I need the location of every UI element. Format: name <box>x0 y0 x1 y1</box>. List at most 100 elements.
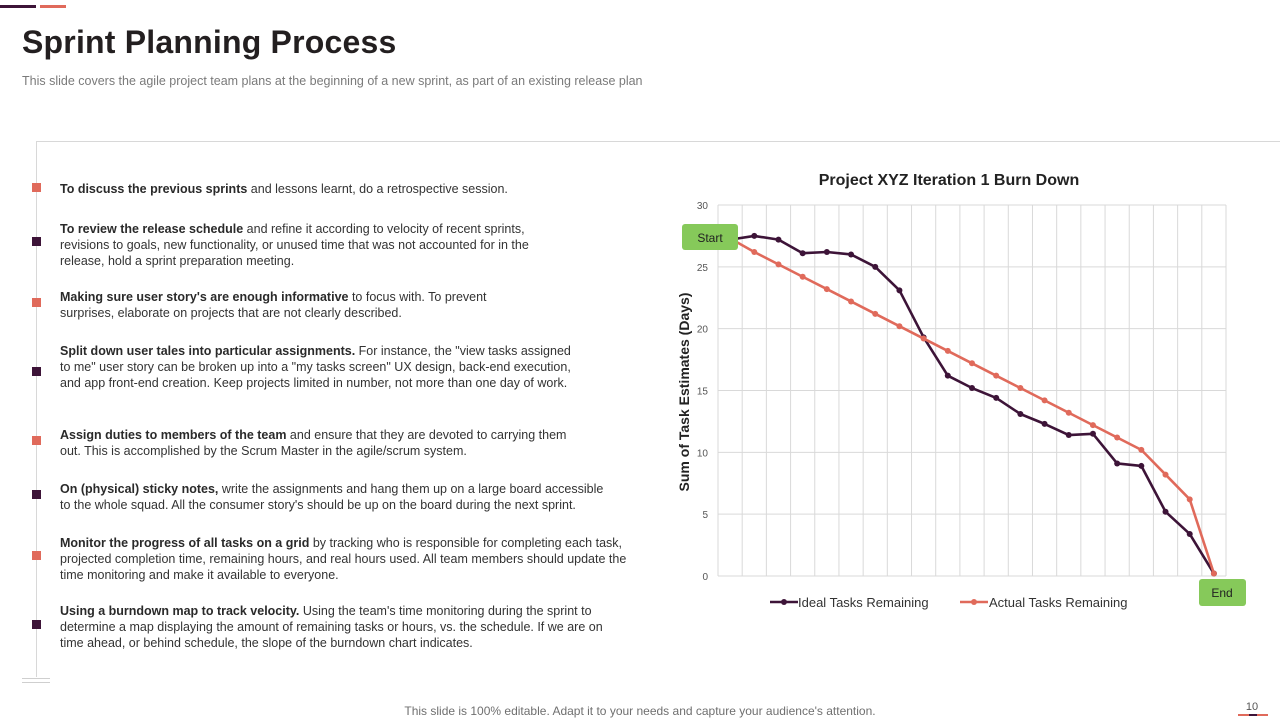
data-point-actual <box>872 310 879 317</box>
point-text: To discuss the previous sprints and less… <box>60 181 580 197</box>
data-point-actual <box>751 248 758 255</box>
data-point-ideal <box>751 232 758 239</box>
point-bold: Assign duties to members of the team <box>60 428 287 442</box>
legend-marker-actual <box>971 599 977 605</box>
point-text: Using a burndown map to track velocity. … <box>60 603 628 651</box>
series-line-ideal <box>728 234 1216 575</box>
y-tick-label: 20 <box>697 325 709 336</box>
frame-foot-line <box>22 678 50 679</box>
data-point-ideal <box>775 236 782 243</box>
end-badge-box <box>1199 579 1246 606</box>
data-point-actual <box>1210 570 1217 577</box>
point-rest: to focus with. To prevent surprises, ela… <box>60 290 487 320</box>
bullet-square <box>32 237 41 246</box>
point-text: On (physical) sticky notes, write the as… <box>60 481 615 513</box>
data-point-actual <box>1017 385 1024 392</box>
legend-marker-ideal <box>781 599 787 605</box>
data-point-ideal <box>848 251 855 258</box>
data-point-ideal <box>969 385 975 392</box>
data-point-actual <box>823 286 830 293</box>
data-point-actual <box>896 323 903 330</box>
point-bold: To review the release schedule <box>60 222 244 236</box>
chart-legend: Ideal Tasks Remaining Actual Tasks Remai… <box>770 595 1128 610</box>
y-axis-label: Sum of Task Estimates (Days) <box>676 293 692 492</box>
bullet-square <box>32 490 41 499</box>
data-point-ideal <box>1162 508 1169 515</box>
point-bold: Making sure user story's are enough info… <box>60 290 349 304</box>
point-bold: To discuss the previous sprints <box>60 182 248 196</box>
bullet-square <box>32 551 41 560</box>
data-point-ideal <box>1089 430 1096 437</box>
legend-label-actual: Actual Tasks Remaining <box>989 595 1128 610</box>
data-point-ideal <box>944 372 951 379</box>
data-point-ideal <box>823 248 830 255</box>
data-point-actual <box>944 347 951 354</box>
data-point-actual <box>1089 422 1096 429</box>
data-point-ideal <box>872 263 879 270</box>
page-number: 10 <box>1245 701 1259 713</box>
bullet-square <box>32 436 41 445</box>
page-number-underline-accent <box>1249 714 1257 716</box>
data-point-ideal <box>799 250 806 257</box>
point-bold: Split down user tales into particular as… <box>60 344 356 358</box>
y-tick-label: 0 <box>702 572 708 583</box>
data-point-actual <box>1065 409 1072 416</box>
data-point-actual <box>920 335 927 342</box>
data-point-actual <box>775 261 782 268</box>
data-point-ideal <box>1114 460 1121 467</box>
data-point-actual <box>799 273 806 280</box>
data-point-ideal <box>1017 410 1024 417</box>
bullet-square <box>32 620 41 629</box>
start-badge-label: Start <box>697 231 723 245</box>
point-rest: and refine it according to velocity of r… <box>60 222 529 268</box>
data-point-ideal <box>1186 530 1193 537</box>
end-badge: End <box>1199 579 1246 606</box>
start-badge-box <box>682 224 738 250</box>
data-point-ideal <box>1065 432 1072 439</box>
y-tick-label: 10 <box>697 448 709 459</box>
page-title: Sprint Planning Process <box>22 24 397 60</box>
data-point-actual <box>1186 496 1193 503</box>
data-point-ideal <box>1138 462 1145 469</box>
legend-label-ideal: Ideal Tasks Remaining <box>798 595 929 610</box>
footer-note: This slide is 100% editable. Adapt it to… <box>404 704 876 718</box>
point-rest: Using the team's time monitoring during … <box>60 604 603 650</box>
data-point-ideal <box>1041 420 1048 427</box>
data-point-ideal <box>993 394 1000 401</box>
point-text: To review the release schedule and refin… <box>60 221 565 269</box>
point-text: Monitor the progress of all tasks on a g… <box>60 535 628 583</box>
point-rest: For instance, the "view tasks assigned t… <box>60 344 571 390</box>
data-point-actual <box>1162 471 1169 478</box>
point-rest: write the assignments and hang them up o… <box>60 482 604 512</box>
point-rest: and lessons learnt, do a retrospective s… <box>247 182 508 196</box>
point-text: Split down user tales into particular as… <box>60 343 580 391</box>
series-line-actual <box>728 237 1216 575</box>
data-point-ideal <box>896 287 903 294</box>
start-badge: Start <box>682 224 738 250</box>
point-bold: Using a burndown map to track velocity. <box>60 604 300 618</box>
bullet-square <box>32 298 41 307</box>
y-tick-label: 15 <box>697 387 709 398</box>
y-tick-label: 5 <box>702 510 708 521</box>
point-text: Assign duties to members of the team and… <box>60 427 580 459</box>
y-tick-label: 25 <box>697 263 709 274</box>
data-point-actual <box>1041 397 1048 404</box>
burndown-chart: Project XYZ Iteration 1 Burn Down Sum of… <box>676 172 1246 610</box>
data-point-actual <box>993 372 1000 379</box>
accent-bar-dark <box>0 5 36 8</box>
point-text: Making sure user story's are enough info… <box>60 289 530 321</box>
frame-foot-line <box>22 682 50 683</box>
point-bold: On (physical) sticky notes, <box>60 482 219 496</box>
chart-title: Project XYZ Iteration 1 Burn Down <box>819 172 1079 189</box>
bullet-square <box>32 367 41 376</box>
point-rest: by tracking who is responsible for compl… <box>60 536 627 582</box>
end-badge-label: End <box>1211 586 1232 600</box>
chart-series <box>727 232 1217 577</box>
page-subtitle: This slide covers the agile project team… <box>22 74 643 88</box>
data-point-actual <box>969 360 975 367</box>
data-point-actual <box>1138 446 1145 453</box>
frame-top-line <box>36 141 1280 142</box>
y-tick-label: 30 <box>697 201 709 212</box>
frame-left-line <box>36 141 37 677</box>
y-tick-labels: 0 5 10 15 20 25 30 <box>697 201 709 583</box>
